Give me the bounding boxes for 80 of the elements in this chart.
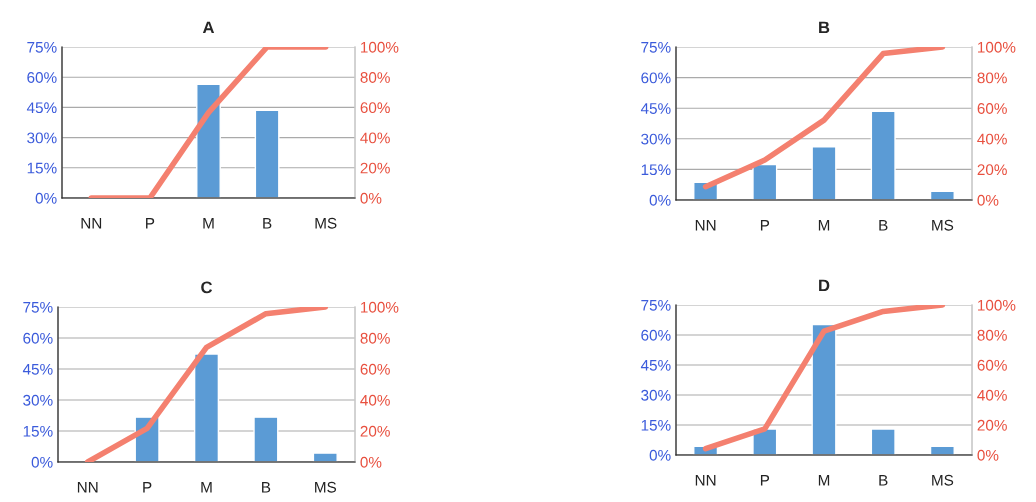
bar [312,452,338,462]
x-tick-label: M [201,482,212,493]
x-tick-label: M [818,475,830,486]
x-tick-label: B [263,218,272,229]
y-tick-label: 30% [641,389,671,401]
y2-tick-label: 40% [360,132,390,144]
chart-title: C [201,281,213,294]
bar [870,110,896,200]
x-tick-label: NN [81,218,102,229]
x-tick-label: M [818,220,830,231]
x-tick-label: P [760,475,770,486]
bar [193,353,220,462]
y2-tick-label: 40% [977,133,1007,145]
x-tick-label: P [146,218,155,229]
y2-tick-label: 80% [360,72,390,83]
y2-tick-label: 60% [360,102,390,114]
y-tick-label: 30% [23,394,53,406]
x-tick-label: MS [315,217,337,229]
y2-tick-label: 20% [360,162,390,174]
bar [811,146,837,200]
bar [752,163,778,200]
y2-tick-label: 0% [977,449,999,461]
x-tick-label: MS [932,219,954,231]
y-tick-label: 60% [27,72,57,83]
y-tick-label: 45% [640,103,671,114]
y-tick-label: 0% [649,449,671,461]
y-tick-label: 30% [641,133,671,145]
x-tick-label: NN [695,475,716,486]
x-tick-label: NN [77,482,98,493]
y-tick-label: 0% [31,456,53,468]
y-tick-label: 60% [641,72,671,84]
y2-tick-label: 100% [361,41,399,53]
y2-tick-label: 100% [361,301,399,313]
y2-tick-label: 80% [360,332,390,344]
y2-tick-label: 20% [977,419,1007,431]
chart-title: A [202,21,215,34]
y2-tick-label: 20% [360,425,390,437]
chart-title: D [819,279,830,292]
y2-tick-label: 60% [977,103,1007,114]
y2-tick-label: 80% [977,72,1007,84]
y2-tick-label: 20% [977,164,1007,176]
y-tick-label: 45% [26,102,57,114]
bar [870,428,896,455]
x-tick-label: MS [932,474,954,486]
y-tick-label: 75% [641,299,671,311]
y2-tick-label: 60% [977,359,1007,371]
x-tick-label: B [879,475,888,486]
y-tick-label: 75% [641,41,671,53]
bar [253,416,279,462]
y2-tick-label: 100% [978,41,1016,53]
y-tick-label: 60% [23,332,53,344]
x-tick-label: P [760,220,770,231]
y-tick-label: 45% [22,363,53,375]
y2-tick-label: 0% [977,194,999,206]
y2-tick-label: 80% [977,329,1007,341]
y-tick-label: 60% [641,329,671,341]
y-tick-label: 75% [27,41,57,53]
x-tick-label: B [879,220,888,231]
y-tick-label: 0% [35,192,57,204]
x-tick-label: M [203,218,214,229]
x-tick-label: MS [315,481,337,493]
y-tick-label: 15% [641,419,671,431]
y2-tick-label: 40% [977,389,1007,401]
y2-tick-label: 100% [978,299,1016,311]
y-tick-label: 75% [23,301,53,313]
bar [811,323,837,455]
x-tick-label: NN [695,220,716,231]
y-tick-label: 45% [640,359,671,371]
chart-title: B [819,21,830,34]
y2-tick-label: 60% [360,363,390,375]
y-tick-label: 15% [23,425,53,437]
y-tick-label: 0% [649,194,671,206]
x-tick-label: P [143,482,152,493]
y-tick-label: 30% [27,132,57,144]
y2-tick-label: 0% [360,192,382,204]
y-tick-label: 15% [641,164,671,176]
x-tick-label: B [262,482,271,493]
y2-tick-label: 0% [360,456,382,468]
y2-tick-label: 40% [360,394,390,406]
y-tick-label: 15% [27,162,57,174]
